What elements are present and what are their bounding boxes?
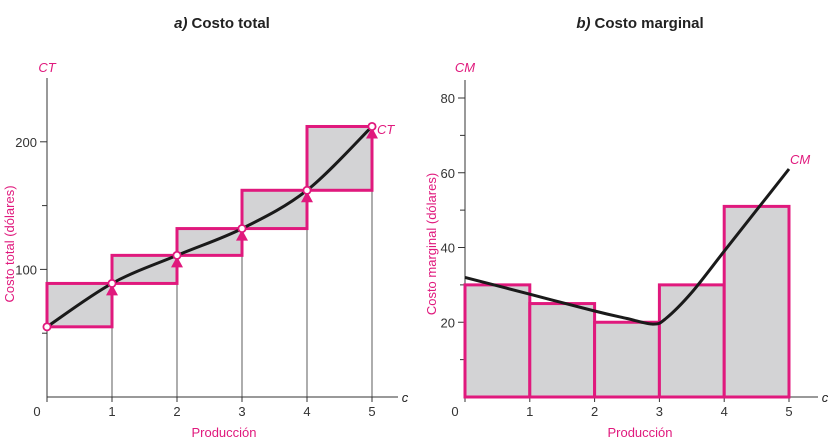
chart-a-curve-label: CT xyxy=(377,122,395,137)
chart-b-x-tick-label: 2 xyxy=(591,404,598,419)
chart-b-y-tick-label: 80 xyxy=(441,91,455,106)
chart-b-y-tick-label: 40 xyxy=(441,241,455,256)
chart-a-x-axis-name: c xyxy=(402,390,409,405)
chart-b-title: b) Costo marginal xyxy=(576,15,703,32)
chart-a-y-label: Costo total (dólares) xyxy=(2,185,17,302)
chart-a-x-label: Producción xyxy=(191,425,256,440)
chart-a-x-tick-label: 4 xyxy=(303,404,310,419)
chart-b-y-tick-label: 20 xyxy=(441,315,455,330)
chart-a-x-tick-label: 0 xyxy=(33,404,40,419)
chart-a-marks: 100 200 0 1 2 3 4 5 xyxy=(15,78,398,419)
chart-a-title: a) Costo total xyxy=(174,15,270,32)
chart-a-x-tick-label: 1 xyxy=(108,404,115,419)
chart-a-curve-point xyxy=(237,224,247,234)
chart-b-bar xyxy=(463,283,532,399)
chart-a-y-axis-name: CT xyxy=(38,60,56,75)
panel-total-cost: a) Costo total 100 200 0 1 2 3 4 5 CT c Producci… xyxy=(2,15,409,440)
chart-a-arrowhead xyxy=(301,191,313,203)
chart-a-y-tick-label: 100 xyxy=(15,262,37,277)
chart-b-x-label: Producción xyxy=(607,425,672,440)
chart-a-arrowhead xyxy=(236,229,248,241)
chart-a-curve-point xyxy=(42,322,52,332)
chart-b-x-tick-label: 4 xyxy=(721,404,728,419)
chart-a-total-cost-curve xyxy=(46,125,374,329)
chart-b-bar xyxy=(722,204,791,399)
chart-a-arrowhead xyxy=(106,284,118,296)
chart-a-arrowhead xyxy=(366,127,378,139)
chart-b-title-prefix: b) xyxy=(576,15,590,32)
panel-marginal-cost: b) Costo marginal 20 40 60 80 0 1 2 3 4 5 CM c Pro… xyxy=(424,15,829,440)
chart-b-bar xyxy=(593,320,661,399)
chart-b-x-tick-label: 3 xyxy=(656,404,663,419)
chart-b-x-tick-label: 0 xyxy=(451,404,458,419)
chart-a-arrowhead xyxy=(171,256,183,268)
chart-b-y-axis-name: CM xyxy=(455,60,475,75)
chart-b-y-tick-label: 60 xyxy=(441,166,455,181)
chart-a-curve-point xyxy=(107,278,117,288)
chart-b-bar xyxy=(657,283,726,399)
chart-a-x-tick-label: 5 xyxy=(368,404,375,419)
chart-b-curve-label: CM xyxy=(790,152,810,167)
chart-b-bar xyxy=(528,302,597,399)
chart-a-x-tick-label: 3 xyxy=(238,404,245,419)
chart-a-title-text: Costo total xyxy=(192,15,270,32)
chart-b-title-text: Costo marginal xyxy=(594,15,703,32)
chart-b-marginal-cost-curve xyxy=(464,168,791,326)
chart-b-marks: 20 40 60 80 0 1 2 3 4 5 xyxy=(441,80,818,419)
chart-a-x-tick-label: 2 xyxy=(173,404,180,419)
chart-a-curve-point xyxy=(172,250,182,260)
chart-b-x-tick-label: 5 xyxy=(785,404,792,419)
chart-b-x-tick-label: 1 xyxy=(526,404,533,419)
chart-a-curve-point xyxy=(302,185,312,195)
chart-a-y-tick-label: 200 xyxy=(15,135,37,150)
chart-b-y-label: Costo marginal (dólares) xyxy=(424,173,439,315)
chart-a-curve-point xyxy=(367,121,377,131)
chart-b-x-axis-name: c xyxy=(822,390,829,405)
chart-a-title-prefix: a) xyxy=(174,15,187,32)
